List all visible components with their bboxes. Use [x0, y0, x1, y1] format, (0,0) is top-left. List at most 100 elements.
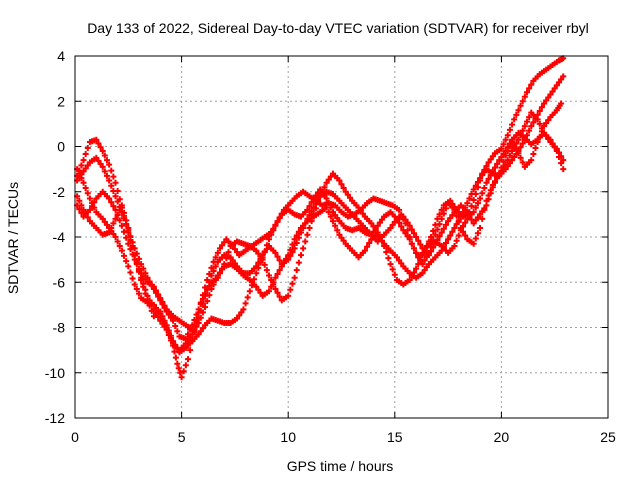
data-point	[161, 302, 168, 309]
data-point	[406, 222, 413, 229]
data-point	[558, 160, 565, 167]
data-point	[315, 197, 322, 204]
data-point	[206, 279, 213, 286]
data-point	[419, 270, 426, 277]
data-point	[543, 120, 550, 127]
data-point	[238, 309, 245, 316]
data-point	[291, 236, 298, 243]
data-point	[413, 234, 420, 240]
data-point	[259, 252, 266, 259]
data-point	[110, 230, 117, 237]
data-point	[86, 206, 93, 213]
data-point	[470, 209, 477, 216]
data-point	[129, 275, 136, 282]
data-point	[496, 157, 503, 164]
data-point	[175, 365, 182, 372]
y-tick-label: -4	[53, 229, 66, 245]
data-point	[150, 301, 157, 308]
data-point	[445, 236, 452, 243]
data-point	[447, 232, 454, 239]
data-point	[312, 200, 319, 207]
data-point	[76, 174, 83, 181]
data-point	[402, 230, 409, 237]
data-point	[485, 196, 492, 203]
data-point	[479, 208, 486, 215]
data-point	[506, 140, 513, 147]
data-point	[180, 368, 187, 375]
data-point	[293, 240, 300, 247]
data-point	[84, 162, 91, 169]
y-tick-label: -12	[45, 410, 65, 426]
data-point	[413, 249, 420, 256]
data-point	[266, 236, 273, 243]
data-point	[430, 244, 437, 251]
data-point	[101, 152, 108, 159]
data-point	[214, 249, 221, 256]
data-point	[398, 260, 405, 267]
data-point	[197, 307, 204, 314]
data-point	[506, 160, 513, 167]
data-point	[417, 256, 424, 263]
data-point	[483, 202, 490, 209]
data-point	[462, 232, 469, 239]
data-point	[163, 324, 170, 331]
data-point	[515, 148, 522, 155]
series-track-4	[74, 129, 567, 342]
data-point	[494, 175, 501, 182]
data-point	[199, 300, 206, 307]
data-point	[504, 157, 511, 164]
data-point	[515, 136, 522, 143]
data-point	[534, 116, 541, 123]
data-point	[99, 163, 106, 170]
data-point	[274, 289, 281, 296]
data-point	[219, 242, 226, 249]
data-point	[347, 194, 354, 201]
data-point	[210, 267, 217, 274]
data-point	[400, 227, 407, 234]
data-point	[415, 261, 422, 268]
data-point	[340, 184, 347, 191]
data-point	[234, 249, 241, 256]
data-point	[526, 127, 533, 134]
data-point	[560, 73, 567, 80]
data-point	[449, 228, 456, 235]
data-point	[513, 140, 520, 147]
data-point	[291, 274, 298, 281]
data-point	[127, 246, 134, 253]
data-point	[481, 205, 488, 212]
data-point	[187, 334, 194, 341]
data-point	[148, 307, 155, 314]
series-track-2	[74, 100, 565, 356]
data-point	[517, 132, 524, 139]
data-point	[389, 221, 396, 228]
data-point	[153, 287, 160, 294]
data-point	[477, 195, 484, 202]
y-axis-label: SDTVAR / TECUs	[5, 182, 21, 294]
data-point	[470, 220, 477, 227]
data-point	[485, 175, 492, 182]
data-point	[118, 222, 125, 229]
data-point	[528, 81, 535, 88]
data-point	[336, 177, 343, 184]
data-point	[432, 231, 439, 238]
data-point	[306, 212, 313, 219]
data-point	[246, 288, 253, 295]
data-point	[376, 219, 383, 226]
data-point	[108, 182, 115, 189]
data-point	[114, 212, 121, 219]
data-point	[523, 118, 530, 125]
data-point	[489, 184, 496, 191]
data-point	[325, 200, 332, 207]
data-point	[106, 195, 113, 202]
data-point	[178, 374, 185, 381]
data-point	[272, 274, 279, 281]
data-point	[103, 157, 110, 164]
data-point	[121, 215, 128, 222]
data-point	[494, 160, 501, 167]
data-point	[106, 224, 113, 231]
data-point	[391, 271, 398, 278]
data-point	[536, 120, 543, 127]
data-point	[270, 227, 277, 234]
data-point	[406, 236, 413, 243]
data-point	[383, 249, 390, 256]
